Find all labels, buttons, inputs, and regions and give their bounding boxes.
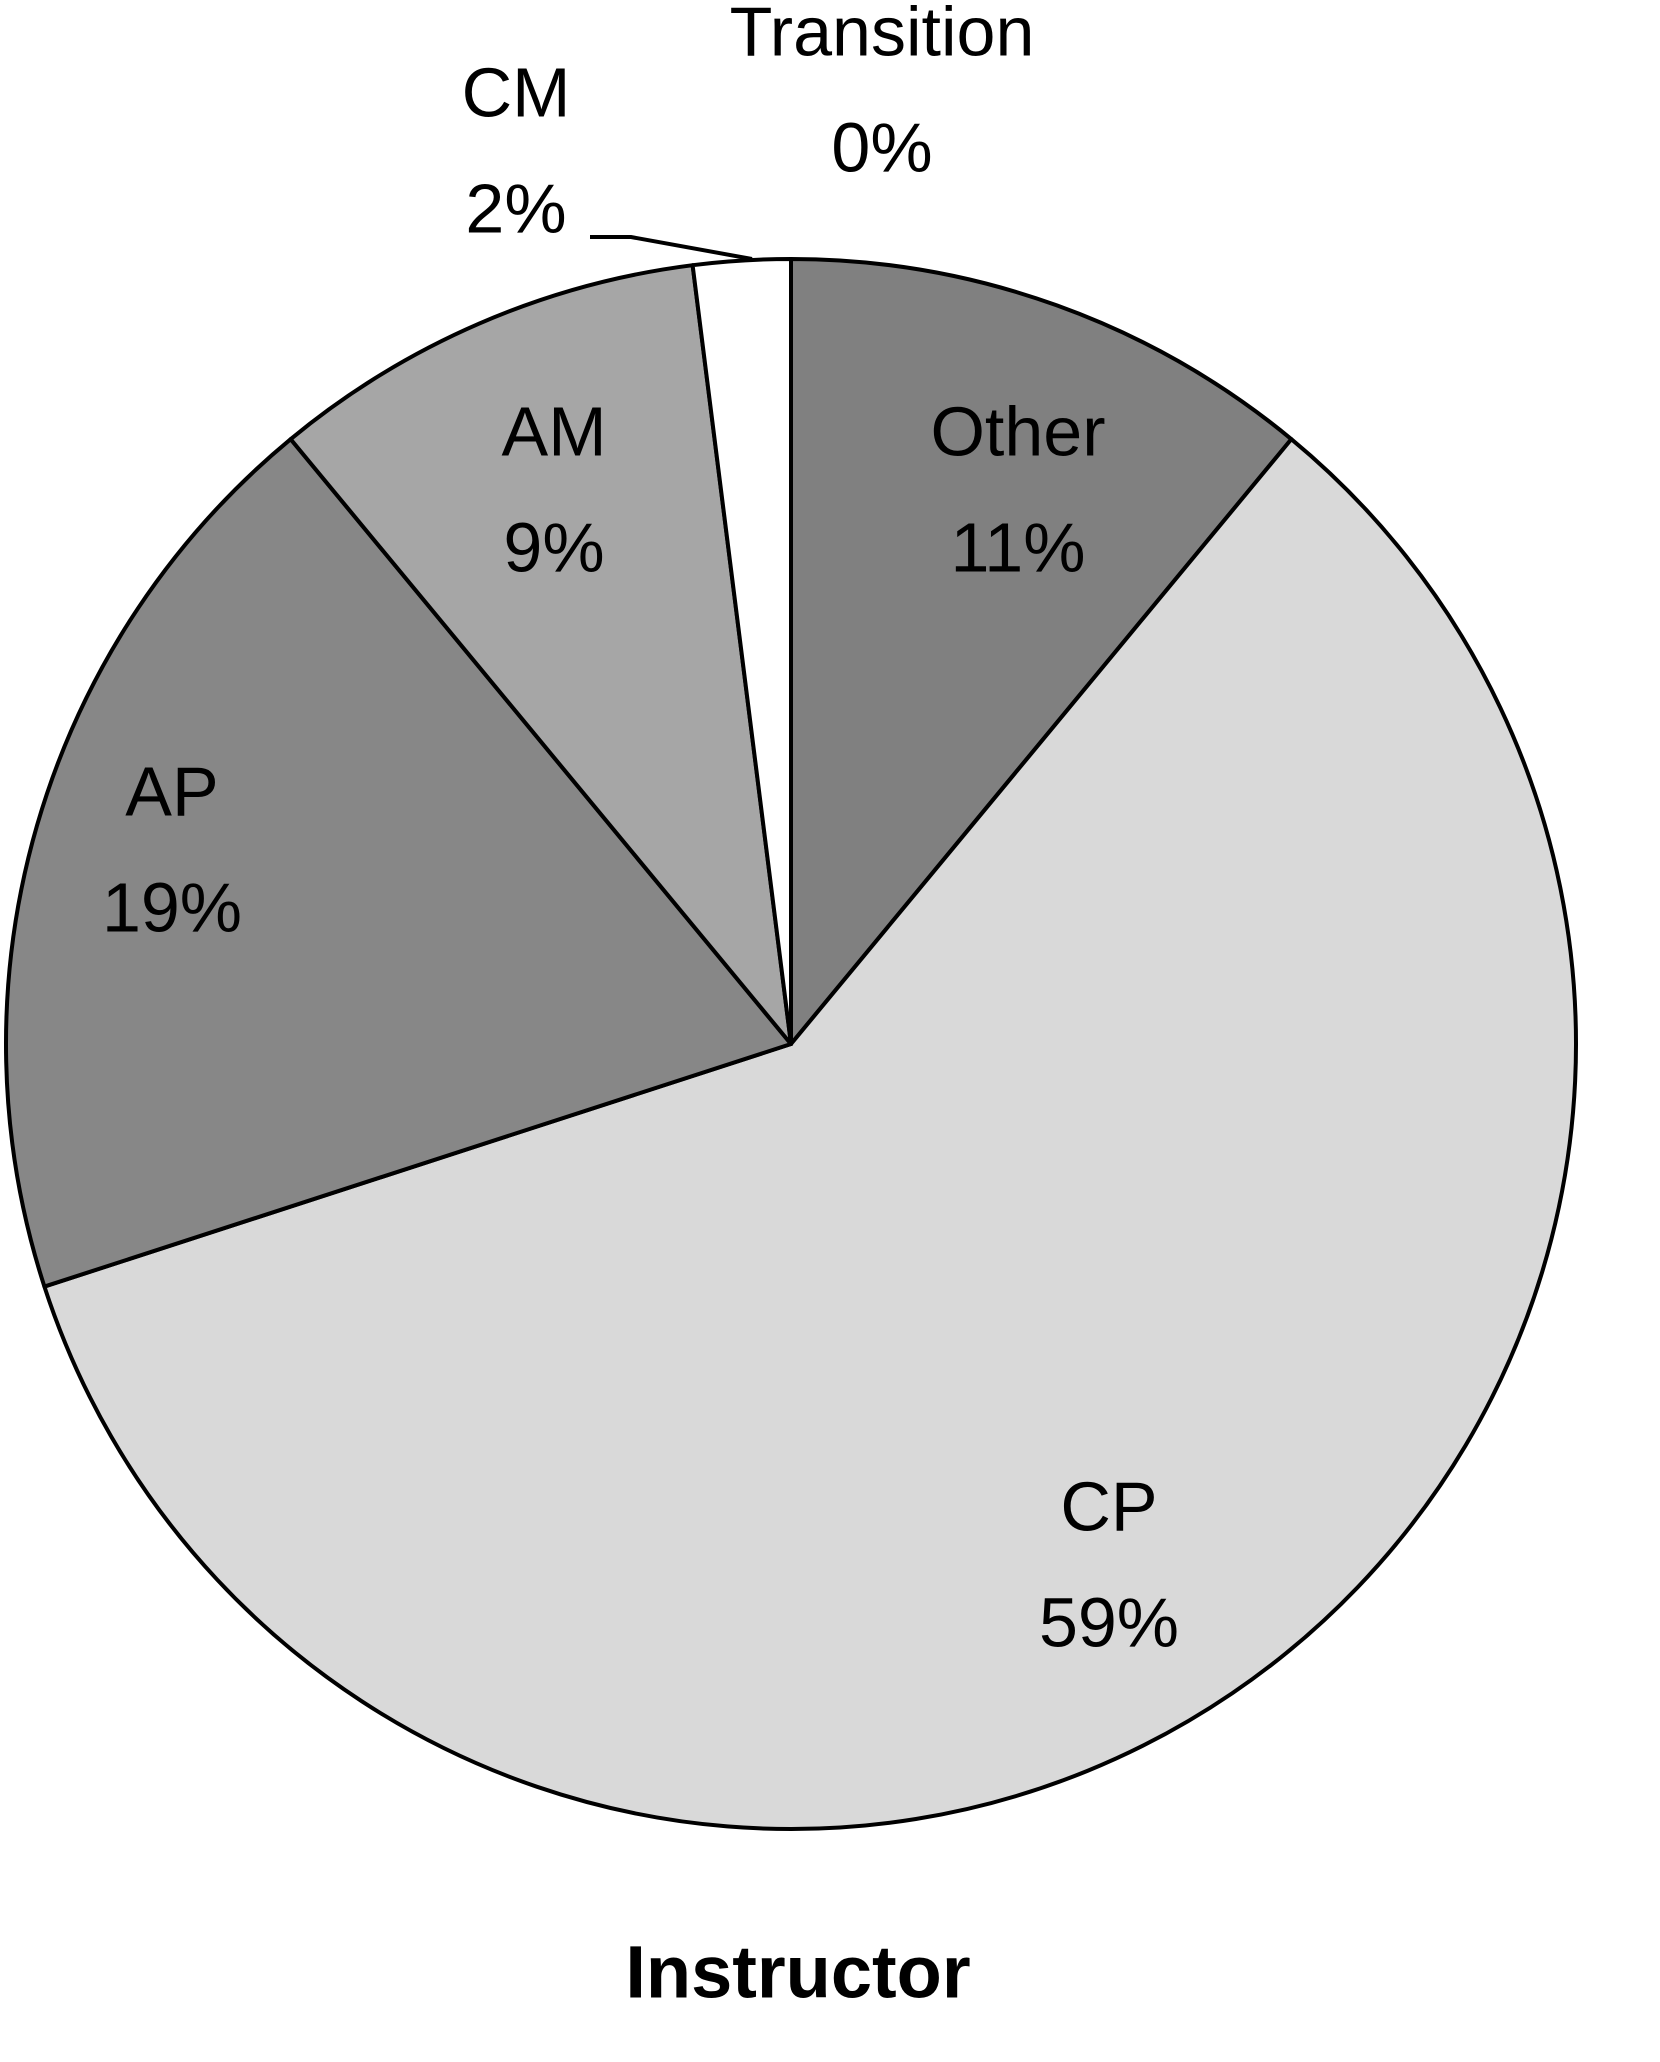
pie-slice xyxy=(288,263,793,1046)
slice-label: AP xyxy=(125,752,218,830)
slice-label: Transition xyxy=(730,0,1035,70)
value-label: 11% xyxy=(951,508,1086,586)
value-label: 19% xyxy=(102,868,242,946)
slice-label: Other xyxy=(930,392,1105,470)
value-label: 9% xyxy=(503,508,604,586)
value-label: 2% xyxy=(465,169,566,247)
value-label: 59% xyxy=(1039,1583,1179,1661)
slice-label: AM xyxy=(502,392,607,470)
slice-label: CP xyxy=(1060,1467,1157,1545)
pie-slice xyxy=(4,437,793,1289)
leader-line xyxy=(590,235,753,261)
chart-title: Instructor xyxy=(625,1931,970,2014)
pie-slice xyxy=(789,257,1294,1046)
slice-label: CM xyxy=(462,53,571,131)
pie-slice xyxy=(42,437,1578,1831)
value-label: 0% xyxy=(831,108,932,186)
